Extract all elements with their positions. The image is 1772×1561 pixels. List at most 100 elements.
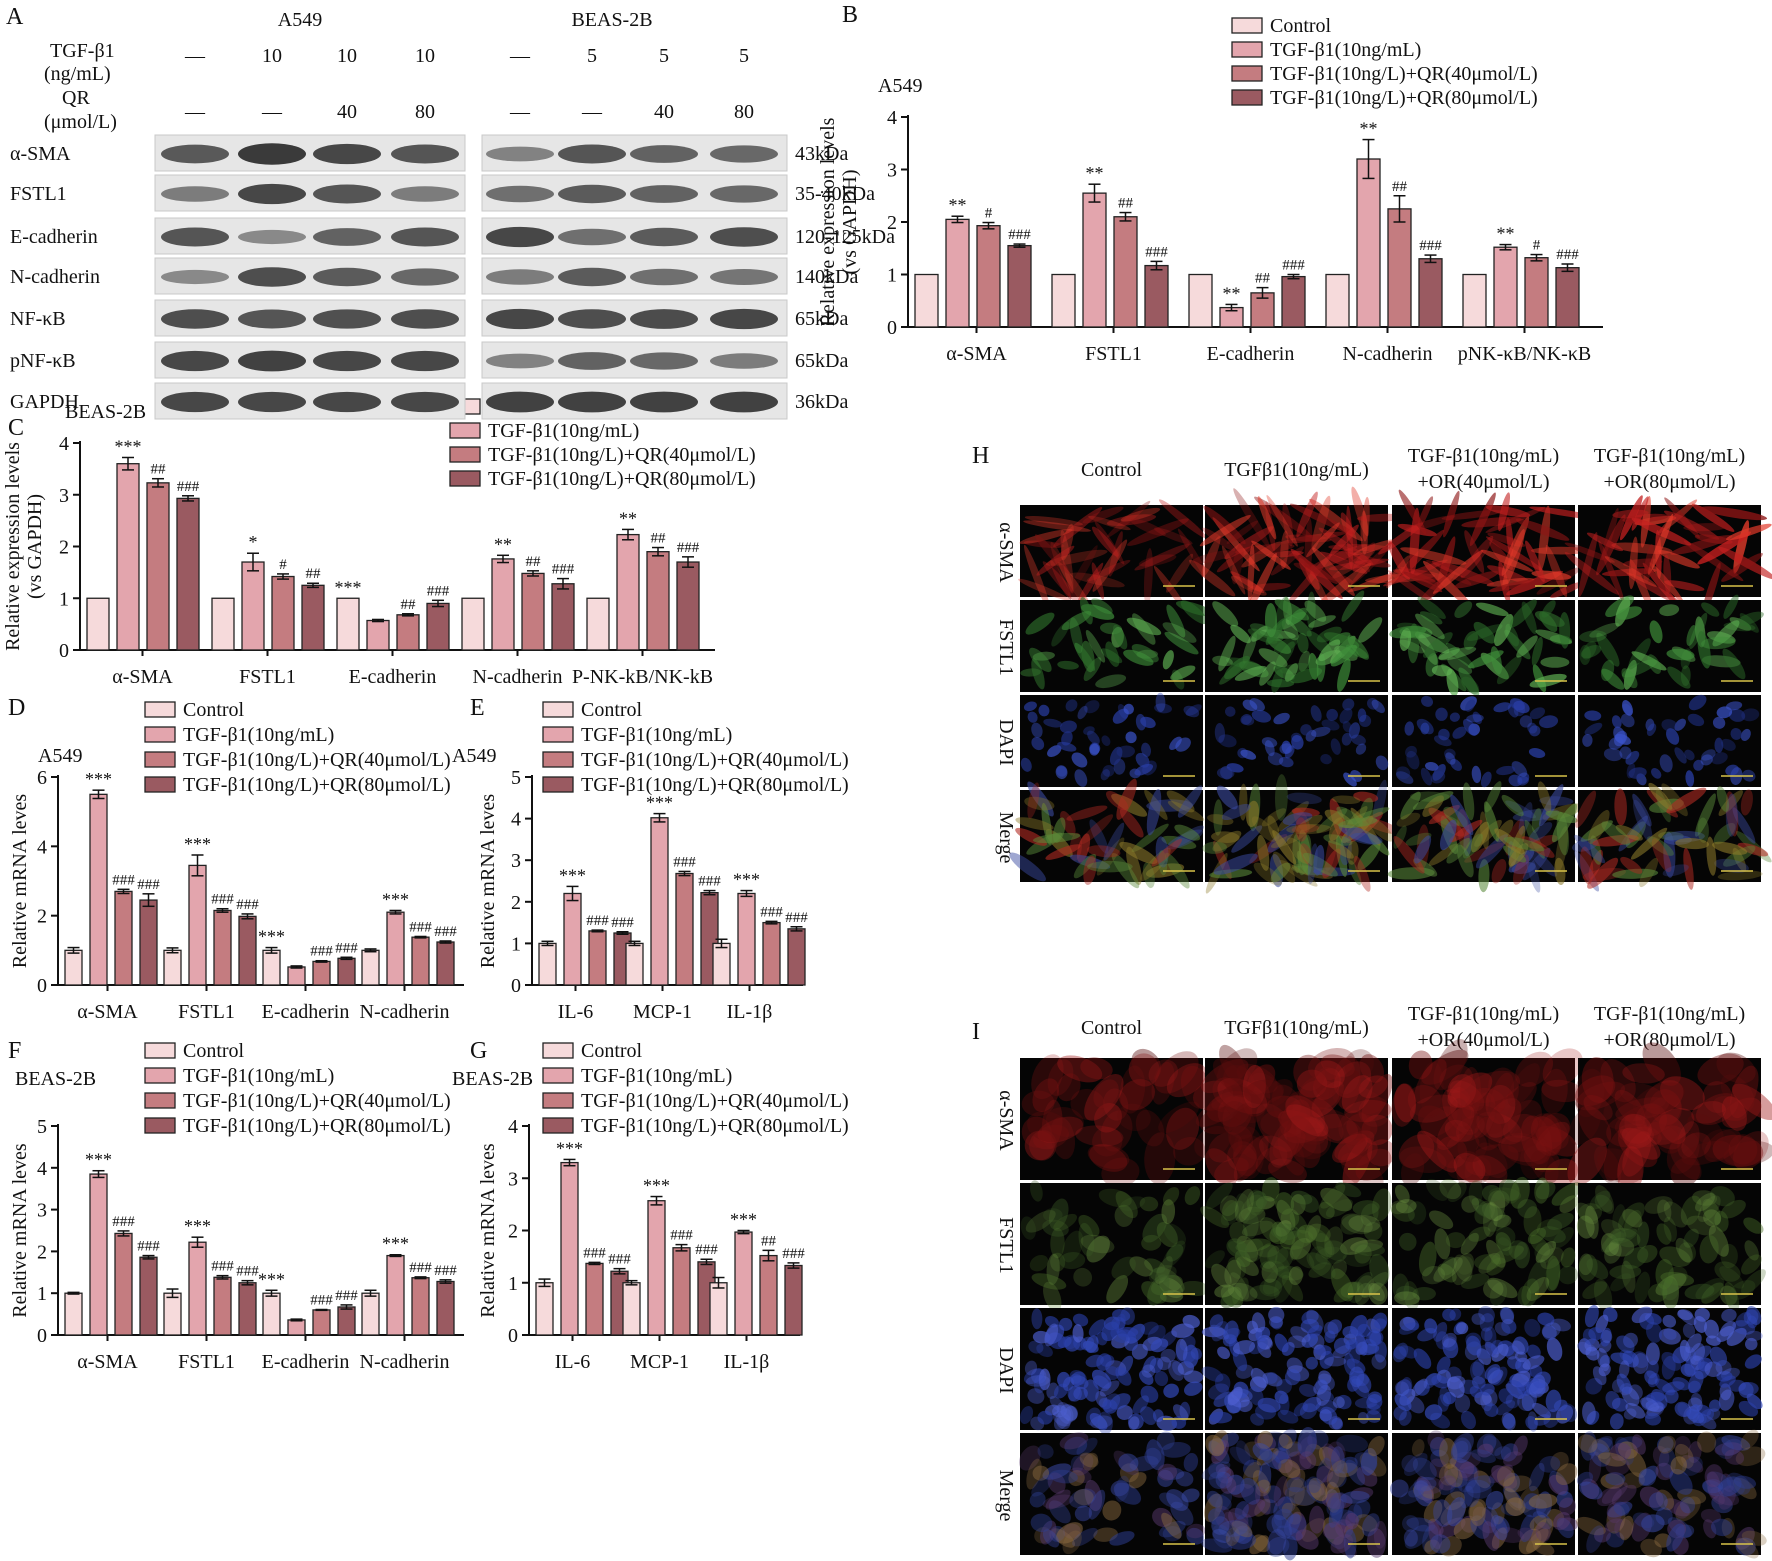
cell-signal xyxy=(1714,737,1724,753)
micrograph-sma-0 xyxy=(1020,1048,1213,1188)
cell-signal xyxy=(1299,1079,1340,1110)
cell-signal xyxy=(1419,611,1443,625)
cell-signal xyxy=(1391,1083,1416,1127)
cell-signal xyxy=(1661,1355,1676,1380)
cell-signal xyxy=(1472,1155,1508,1185)
cell-signal xyxy=(1259,661,1276,686)
cell-signal xyxy=(1327,1319,1343,1335)
cell-signal xyxy=(1491,1343,1509,1362)
significance-mark: ### xyxy=(236,1264,259,1280)
cell-signal xyxy=(1357,708,1367,723)
cell-signal xyxy=(1080,1057,1113,1080)
cell-signal xyxy=(1298,650,1311,672)
cell-signal xyxy=(1355,1514,1378,1532)
cell-signal xyxy=(1217,1095,1251,1128)
protein-band xyxy=(630,352,698,370)
cell-signal xyxy=(1053,507,1103,548)
cell-signal xyxy=(1661,1351,1682,1371)
cell-signal xyxy=(1345,1512,1359,1530)
y-tick-label: 3 xyxy=(508,1168,518,1190)
cell-signal xyxy=(1144,1132,1176,1185)
cell-signal xyxy=(1407,1201,1427,1225)
cell-signal xyxy=(1586,1525,1604,1553)
cell-signal xyxy=(1578,1254,1598,1282)
bar xyxy=(139,1256,158,1336)
cell-signal xyxy=(1725,523,1772,541)
cell-signal xyxy=(1214,722,1226,743)
cell-signal xyxy=(1597,1486,1622,1507)
cell-signal xyxy=(1719,1383,1732,1401)
y-tick-label: 4 xyxy=(887,107,897,129)
y-tick-label: 4 xyxy=(508,1116,518,1138)
bar xyxy=(1493,246,1518,328)
cell-signal xyxy=(1344,1099,1392,1123)
dose-value: 5 xyxy=(587,45,597,67)
cell-signal xyxy=(1741,708,1760,722)
cell-signal xyxy=(1259,1448,1282,1470)
cell-signal xyxy=(1097,1411,1113,1435)
dose-value: — xyxy=(261,101,283,123)
cell-signal xyxy=(1227,1240,1258,1259)
cell-signal xyxy=(1519,1514,1535,1543)
cell-signal xyxy=(1089,743,1100,756)
y-tick-label: 1 xyxy=(37,1283,47,1305)
cell-signal xyxy=(1493,1214,1512,1228)
cell-signal xyxy=(1154,703,1172,714)
cell-signal xyxy=(1729,1065,1759,1119)
cell-signal xyxy=(1234,1193,1251,1224)
cell-signal xyxy=(1428,804,1460,825)
cell-signal xyxy=(1246,800,1260,828)
cell-signal xyxy=(1735,1537,1759,1559)
y-tick-label: 2 xyxy=(508,1221,518,1243)
cell-signal xyxy=(1206,1094,1240,1122)
protein-band xyxy=(313,309,381,329)
cell-signal xyxy=(1624,1113,1649,1146)
cell-signal xyxy=(1251,1312,1266,1333)
cell-signal xyxy=(1038,1368,1051,1391)
cell-signal xyxy=(1455,1322,1469,1335)
cell-signal xyxy=(1128,1053,1160,1087)
significance-mark: ### xyxy=(1556,247,1579,263)
cell-signal xyxy=(1595,1185,1615,1214)
cell-signal xyxy=(1235,1238,1271,1253)
cell-signal xyxy=(1090,1415,1113,1429)
bar xyxy=(914,273,939,328)
cell-signal xyxy=(1663,1216,1677,1242)
cell-signal xyxy=(1506,1379,1527,1399)
protein-band xyxy=(558,267,626,287)
cell-signal xyxy=(1436,1136,1468,1169)
cell-signal xyxy=(1263,1485,1282,1504)
significance-mark: # xyxy=(1533,238,1541,254)
cell-signal xyxy=(1461,676,1480,694)
cell-signal xyxy=(1308,1262,1331,1278)
cell-signal xyxy=(1721,1096,1747,1131)
cell-signal xyxy=(1476,1348,1492,1366)
cell-signal xyxy=(1592,834,1639,847)
cell-signal xyxy=(1473,621,1496,644)
cell-signal xyxy=(1531,808,1542,833)
cell-signal xyxy=(1417,1130,1457,1173)
protein-label: GAPDH xyxy=(10,391,79,413)
chart-title: BEAS-2B xyxy=(452,1068,533,1090)
cell-signal xyxy=(1712,841,1748,855)
cell-signal xyxy=(1021,1116,1052,1148)
cell-signal xyxy=(1485,1084,1516,1125)
cell-signal xyxy=(1276,1378,1292,1395)
cell-signal xyxy=(1430,1436,1448,1457)
cell-signal xyxy=(1575,1202,1599,1225)
cell-signal xyxy=(1625,750,1640,765)
cell-signal xyxy=(1702,1198,1722,1225)
significance-mark: ## xyxy=(526,554,542,570)
micrograph-background xyxy=(1392,695,1575,787)
cell-signal xyxy=(1060,523,1074,561)
cell-signal xyxy=(1354,1452,1378,1471)
cell-signal xyxy=(1286,823,1332,835)
cell-signal xyxy=(1662,1314,1677,1328)
cell-signal xyxy=(1091,562,1105,600)
cell-signal xyxy=(1692,1190,1718,1206)
cell-signal xyxy=(1464,1479,1481,1508)
x-category-label: IL-1β xyxy=(727,1001,773,1023)
cell-signal xyxy=(1231,1527,1249,1543)
cell-signal xyxy=(1148,1059,1179,1087)
cell-signal xyxy=(1500,1443,1519,1462)
